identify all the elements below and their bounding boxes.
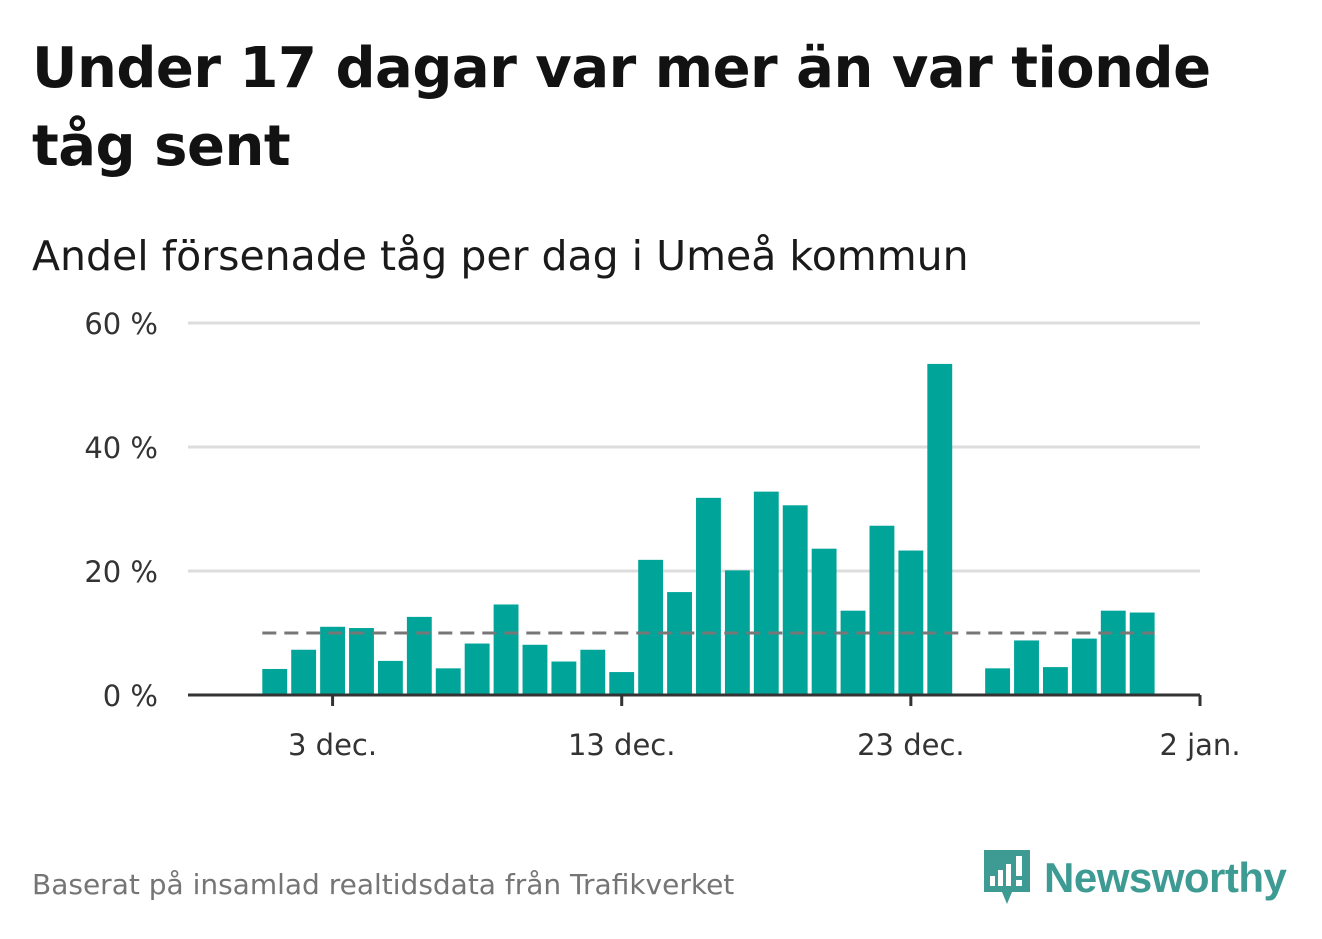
bar <box>1014 640 1039 695</box>
y-axis-labels: 0 % 20 % 40 % 60 % <box>84 307 158 713</box>
x-tick-label: 13 dec. <box>568 728 676 762</box>
y-tick-label: 40 % <box>84 431 158 465</box>
bar <box>638 559 664 695</box>
y-tick-label: 0 % <box>103 679 158 713</box>
bar <box>1100 610 1126 695</box>
bar <box>349 628 374 695</box>
bar <box>1129 612 1155 695</box>
y-tick-label: 60 % <box>84 307 158 341</box>
bar <box>753 491 779 695</box>
bars <box>262 363 1155 695</box>
bar <box>262 668 288 695</box>
bar <box>320 626 346 695</box>
source-note: Baserat på insamlad realtidsdata från Tr… <box>32 868 735 901</box>
y-tick-label: 20 % <box>84 555 158 589</box>
bar <box>1042 667 1068 695</box>
bar <box>291 649 317 695</box>
bar <box>406 616 432 695</box>
bar <box>609 672 635 695</box>
bar <box>551 661 577 695</box>
bar <box>377 660 403 695</box>
bar <box>985 668 1011 695</box>
bar <box>782 505 808 695</box>
newsworthy-logo-icon <box>984 850 1030 904</box>
bar <box>869 525 895 695</box>
chart-subtitle: Andel försenade tåg per dag i Umeå kommu… <box>32 232 969 280</box>
bar <box>811 548 837 695</box>
logo-text: Newsworthy <box>1044 854 1287 901</box>
bar <box>464 643 490 695</box>
x-tick-label: 2 jan. <box>1159 728 1240 762</box>
newsworthy-logo: Newsworthy <box>982 848 1287 908</box>
bar <box>580 649 606 695</box>
chart-title: Under 17 dagar var mer än var tionde tåg… <box>32 36 1211 179</box>
x-tick-label: 3 dec. <box>288 728 377 762</box>
x-tick-label: 23 dec. <box>857 728 965 762</box>
bar <box>696 497 721 695</box>
gridlines <box>188 321 1200 573</box>
bar <box>898 550 924 695</box>
bar <box>493 604 519 695</box>
bar <box>667 592 692 695</box>
bar <box>927 363 953 695</box>
x-axis-ticks: 3 dec. 13 dec. 23 dec. 2 jan. <box>288 695 1241 762</box>
bar <box>840 610 866 695</box>
bar <box>435 668 461 695</box>
bar <box>1071 638 1097 695</box>
bar <box>522 644 548 695</box>
